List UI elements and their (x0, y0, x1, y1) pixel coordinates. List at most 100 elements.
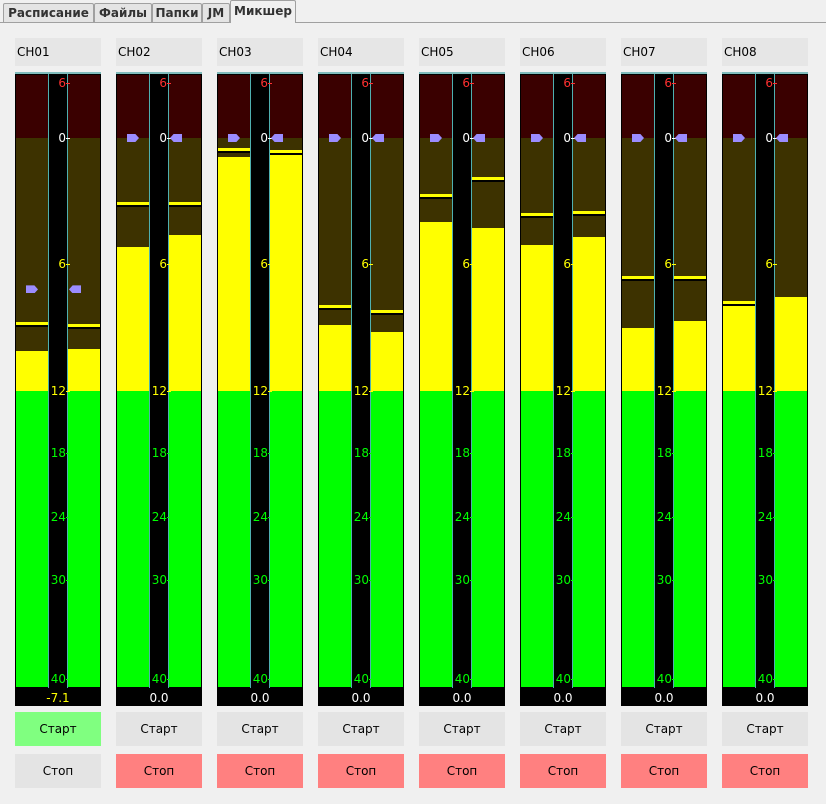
tab-schedule[interactable]: Расписание (3, 3, 94, 22)
scale-label: 40 (656, 672, 672, 686)
gain-marker-right-icon[interactable] (776, 134, 788, 142)
gain-marker-right-icon[interactable] (69, 285, 81, 294)
peak-hold-indicator (319, 305, 351, 309)
scale-left-rule (250, 74, 251, 688)
start-button[interactable]: Старт (621, 712, 707, 746)
scale-right-rule (572, 74, 573, 688)
gain-marker-right-icon[interactable] (271, 134, 283, 142)
scale-label: 6 (664, 257, 672, 271)
channel-label: CH04 (318, 38, 404, 66)
gain-marker-right-icon[interactable] (170, 134, 182, 142)
gain-marker-left-icon[interactable] (127, 134, 139, 142)
scale-label: 40 (50, 672, 66, 686)
gain-marker-left-icon[interactable] (733, 134, 745, 142)
level-fill-yellow (270, 154, 302, 391)
gain-marker-right-icon[interactable] (675, 134, 687, 142)
gain-marker-left-icon[interactable] (26, 285, 38, 294)
scale-tick-mark (268, 580, 272, 581)
headroom-zone (169, 138, 201, 235)
gain-marker-left-icon[interactable] (531, 134, 543, 142)
scale-tick-mark (66, 517, 70, 518)
meter-top-border (116, 72, 202, 74)
stop-button[interactable]: Стоп (520, 754, 606, 788)
peak-gap (371, 312, 403, 315)
level-meter: 6 0 6 12 18 24 30 40 (116, 72, 202, 690)
tab-folders[interactable]: Папки (152, 3, 202, 22)
scale-label: 24 (656, 510, 672, 524)
channel-label: CH01 (15, 38, 101, 66)
scale-tick-mark (268, 138, 272, 139)
stop-button[interactable]: Стоп (621, 754, 707, 788)
scale-left-rule (755, 74, 756, 688)
stop-button[interactable]: Стоп (318, 754, 404, 788)
scale-label: 18 (555, 446, 571, 460)
scale-tick-mark (571, 83, 575, 84)
left-level-bar (218, 75, 250, 687)
scale-right-rule (269, 74, 270, 688)
right-level-bar (674, 75, 706, 687)
tab-mixer[interactable]: Микшер (230, 0, 296, 23)
scale-tick-mark (470, 83, 474, 84)
scale-label: 6 (58, 76, 66, 90)
start-button[interactable]: Старт (15, 712, 101, 746)
gain-marker-left-icon[interactable] (430, 134, 442, 142)
start-button[interactable]: Старт (419, 712, 505, 746)
meter-top-border (318, 72, 404, 74)
peak-hold-indicator (218, 147, 250, 151)
gain-marker-left-icon[interactable] (329, 134, 341, 142)
headroom-zone (68, 138, 100, 349)
scale-tick-mark (470, 580, 474, 581)
channel-label: CH05 (419, 38, 505, 66)
scale-tick-mark (268, 453, 272, 454)
stop-button[interactable]: Стоп (116, 754, 202, 788)
scale-tick-mark (369, 83, 373, 84)
start-button[interactable]: Старт (318, 712, 404, 746)
start-button[interactable]: Старт (520, 712, 606, 746)
gain-marker-left-icon[interactable] (228, 134, 240, 142)
meter-top-border (419, 72, 505, 74)
stop-button[interactable]: Стоп (217, 754, 303, 788)
channel-strip-ch06: CH06 6 0 6 12 18 24 30 40 0.0 Старт Стоп (520, 38, 606, 798)
channel-label: CH08 (722, 38, 808, 66)
level-fill-green (674, 391, 706, 687)
level-fill-yellow (420, 222, 452, 391)
scale-label: 0 (664, 131, 672, 145)
channel-strip-ch04: CH04 6 0 6 12 18 24 30 40 0.0 Старт Стоп (318, 38, 404, 798)
peak-hold-indicator (521, 212, 553, 216)
tab-jm[interactable]: JM (202, 3, 230, 22)
overload-zone (775, 75, 807, 138)
scale-tick-mark (268, 517, 272, 518)
gain-readout: 0.0 (722, 690, 808, 706)
start-button[interactable]: Старт (722, 712, 808, 746)
scale-label: 40 (454, 672, 470, 686)
scale-tick-mark (773, 580, 777, 581)
level-meter: 6 0 6 12 18 24 30 40 (722, 72, 808, 690)
stop-button[interactable]: Стоп (722, 754, 808, 788)
channel-strip-ch07: CH07 6 0 6 12 18 24 30 40 0.0 Старт Стоп (621, 38, 707, 798)
tab-files[interactable]: Файлы (94, 3, 152, 22)
stop-button[interactable]: Стоп (15, 754, 101, 788)
scale-tick-mark (369, 679, 373, 680)
gain-marker-right-icon[interactable] (372, 134, 384, 142)
scale-tick-mark (672, 138, 676, 139)
scale-tick-mark (470, 138, 474, 139)
scale-label: 6 (462, 257, 470, 271)
stop-button[interactable]: Стоп (419, 754, 505, 788)
level-fill-yellow (521, 245, 553, 391)
scale-tick-mark (672, 391, 676, 392)
scale-tick-mark (369, 138, 373, 139)
scale-tick-mark (470, 453, 474, 454)
headroom-zone (573, 138, 605, 237)
peak-gap (472, 179, 504, 182)
gain-marker-right-icon[interactable] (473, 134, 485, 142)
scale-label: 40 (757, 672, 773, 686)
scale-label: 12 (353, 384, 369, 398)
start-button[interactable]: Старт (217, 712, 303, 746)
gain-marker-right-icon[interactable] (574, 134, 586, 142)
gain-marker-left-icon[interactable] (632, 134, 644, 142)
scale-tick-mark (571, 679, 575, 680)
scale-right-rule (370, 74, 371, 688)
start-button[interactable]: Старт (116, 712, 202, 746)
headroom-zone (319, 138, 351, 326)
scale-tick-mark (369, 580, 373, 581)
